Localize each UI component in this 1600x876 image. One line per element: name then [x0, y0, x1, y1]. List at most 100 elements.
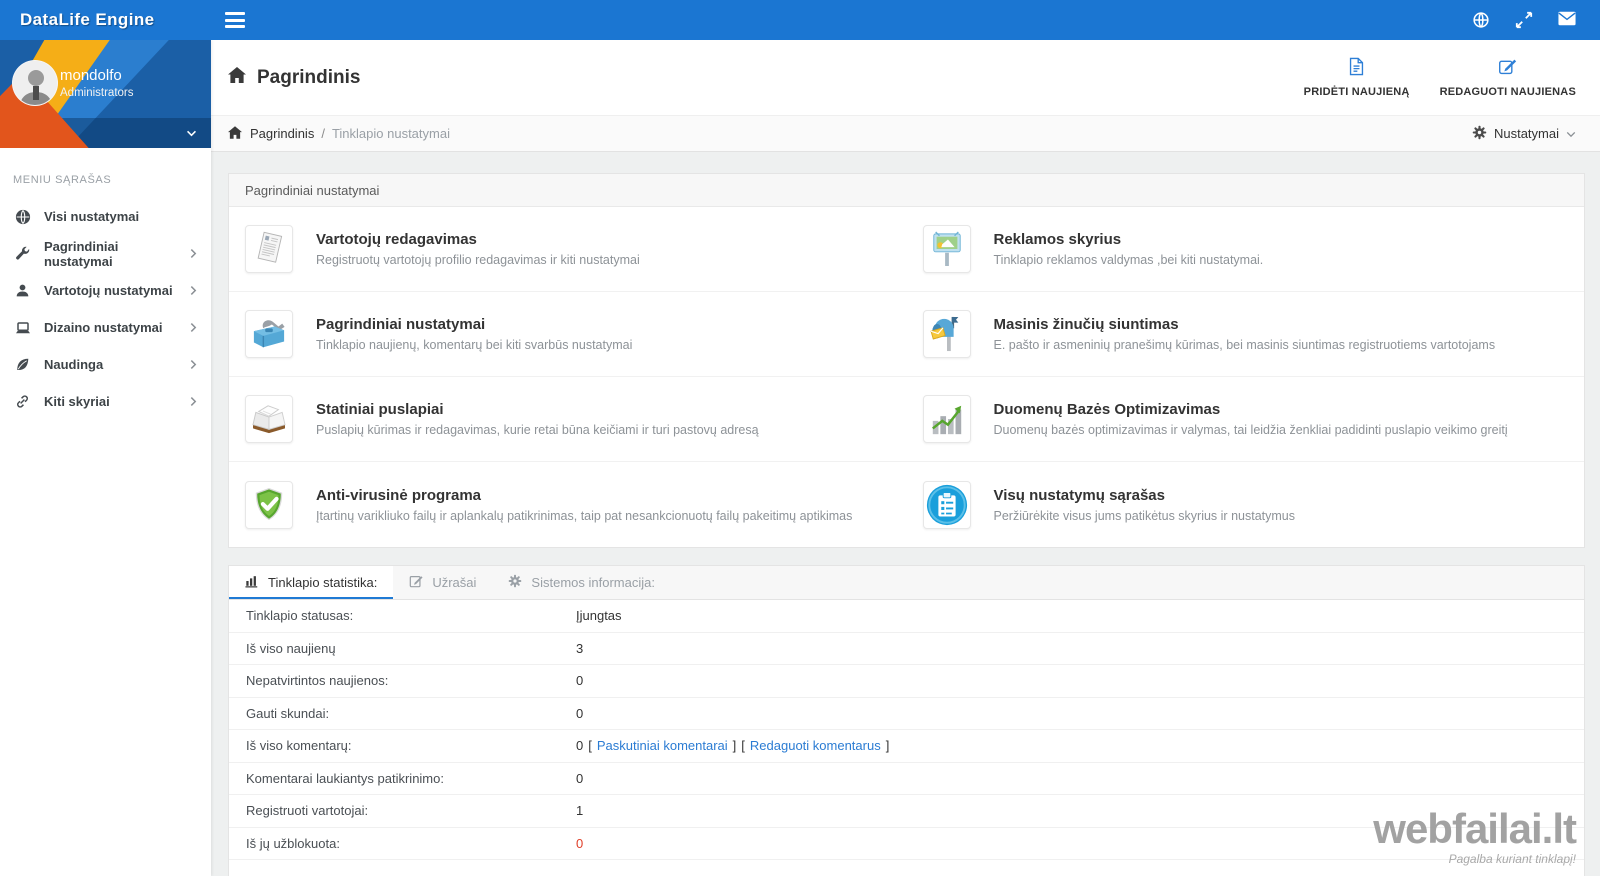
settings-item-visu-nustatymu-sarasas[interactable]: Visų nustatymų sąrašas Peržiūrėkite visu… — [907, 462, 1585, 547]
chevron-right-icon — [190, 396, 197, 407]
settings-item-statiniai-puslapiai[interactable]: Statiniai puslapiai Puslapių kūrimas ir … — [229, 377, 907, 462]
breadcrumb-current: Tinklapio nustatymai — [331, 126, 450, 141]
page-header: Pagrindinis PRIDĖTI NAUJIENĄ REDAGUOTI N… — [211, 40, 1600, 115]
settings-item-duomenu-bazes-optimizavimas[interactable]: Duomenų Bazės Optimizavimas Duomenų bazė… — [906, 377, 1584, 462]
stat-label: Registruoti vartotojai: — [246, 803, 369, 819]
fullscreen-icon[interactable] — [1515, 11, 1533, 29]
settings-dropdown[interactable]: Nustatymai — [1472, 125, 1576, 143]
sidebar-item-pagrindiniai-nustatymai[interactable]: Pagrindiniai nustatymai — [0, 235, 211, 272]
avatar — [12, 60, 58, 106]
settings-item-title: Statiniai puslapiai — [316, 401, 444, 418]
home-icon — [228, 125, 242, 142]
profile-dropdown[interactable]: Profilis — [0, 118, 211, 148]
page-title: Pagrindinis — [228, 66, 360, 89]
app-logo[interactable]: DataLife Engine — [20, 10, 155, 29]
stat-value: 0 — [576, 705, 584, 721]
chart-icon — [922, 395, 971, 443]
settings-item-text: Visų nustatymų sąrašas Peržiūrėkite visu… — [994, 487, 1295, 523]
add-news-label: PRIDĖTI NAUJIENĄ — [1303, 86, 1410, 98]
last-comments-link[interactable]: Paskutiniai komentarai — [596, 738, 728, 754]
settings-item-description: Duomenų bazės optimizavimas ir valymas, … — [993, 423, 1508, 437]
sidebar-item-label: Visi nustatymai — [44, 209, 140, 224]
settings-item-description: Registruotų vartotojų profilio redagavim… — [316, 253, 640, 267]
settings-grid: Vartotojų redagavimas Registruotų vartot… — [229, 207, 1584, 547]
comments-count: 0 — [576, 738, 584, 754]
edit-news-button[interactable]: REDAGUOTI NAUJIENAS — [1440, 57, 1576, 98]
globe-icon[interactable] — [1472, 11, 1490, 29]
sidebar-item-visi-nustatymai[interactable]: Visi nustatymai — [0, 198, 211, 235]
tab-tinklapio-statistika[interactable]: Tinklapio statistika: — [229, 566, 394, 599]
sidebar-item-kiti-skyriai[interactable]: Kiti skyriai — [0, 383, 211, 420]
stat-label: Nepatvirtintos naujienos: — [246, 673, 389, 689]
topbar-actions — [1472, 11, 1600, 29]
sidebar: Profilis mondolfo Administrators MENIU S… — [0, 40, 211, 876]
bracket: [ — [588, 738, 592, 754]
settings-item-vartotoju-redagavimas[interactable]: Vartotojų redagavimas Registruotų vartot… — [229, 207, 907, 292]
stat-row-registered-users: Registruoti vartotojai: 1 — [229, 795, 1584, 828]
profile-username: mondolfo — [60, 67, 122, 84]
settings-item-antivirusine-programa[interactable]: Anti-virusinė programa Įtartinų varikliu… — [229, 462, 907, 547]
link-icon — [14, 393, 31, 410]
tab-label: Užrašai — [432, 575, 477, 590]
settings-item-masinis-zinuciu-siuntimas[interactable]: Masinis žinučių siuntimas E. pašto ir as… — [906, 292, 1584, 377]
breadcrumb-home-link[interactable]: Pagrindinis — [228, 125, 315, 142]
settings-item-title: Pagrindiniai nustatymai — [316, 316, 486, 333]
stat-value: Įjungtas — [576, 608, 622, 624]
stat-label: Tinklapio statusas: — [246, 608, 354, 624]
user-icon — [14, 282, 31, 299]
stat-value: 3 — [576, 640, 584, 656]
header-actions: PRIDĖTI NAUJIENĄ REDAGUOTI NAUJIENAS — [1304, 57, 1576, 98]
settings-item-description: Peržiūrėkite visus jums patikėtus skyriu… — [993, 508, 1295, 523]
tab-label: Tinklapio statistika: — [268, 575, 378, 590]
chevron-right-icon — [190, 248, 197, 259]
sidebar-item-dizaino-nustatymai[interactable]: Dizaino nustatymai — [0, 309, 211, 346]
breadcrumb-home-label: Pagrindinis — [250, 126, 315, 141]
stat-value: 0 — [576, 836, 583, 851]
settings-item-reklamos-skyrius[interactable]: Reklamos skyrius Tinklapio reklamos vald… — [906, 207, 1584, 292]
tab-uzrasai[interactable]: Užrašai — [393, 566, 492, 599]
stat-row-complaints: Gauti skundai: 0 — [229, 698, 1584, 730]
stat-row-blocked-users: Iš jų užblokuota: 0 — [229, 828, 1584, 860]
stat-row-comments-pending: Komentarai laukiantys patikrinimo: 0 — [229, 763, 1584, 795]
breadcrumb-separator: / — [321, 126, 325, 141]
profile-role: Administrators — [60, 87, 134, 99]
bracket: ] — [732, 738, 737, 754]
stat-label: Iš viso naujienų — [246, 640, 336, 656]
stats-tabs: Tinklapio statistika: Užrašai Sistemos i… — [229, 566, 1584, 600]
sidebar-item-vartotoju-nustatymai[interactable]: Vartotojų nustatymai — [0, 272, 211, 309]
leaf-icon — [14, 356, 31, 373]
gear-icon — [1472, 125, 1487, 143]
content-area: Pagrindiniai nustatymai Vartotojų redaga… — [211, 153, 1600, 876]
settings-item-text: Pagrindiniai nustatymai Tinklapio naujie… — [316, 316, 632, 352]
sidebar-item-naudinga[interactable]: Naudinga — [0, 346, 211, 383]
edit-news-label: REDAGUOTI NAUJIENAS — [1439, 86, 1576, 98]
settings-item-title: Vartotojų redagavimas — [316, 231, 477, 248]
checklist-icon — [922, 480, 971, 529]
settings-dropdown-label: Nustatymai — [1493, 126, 1559, 141]
add-news-button[interactable]: PRIDĖTI NAUJIENĄ — [1304, 57, 1410, 98]
toolbox-icon — [245, 310, 293, 358]
breadcrumb: Pagrindinis / Tinklapio nustatymai Nusta… — [211, 115, 1600, 152]
blocked-count: 0 — [576, 835, 584, 851]
sidebar-item-label: Naudinga — [44, 357, 104, 372]
mail-icon[interactable] — [1558, 11, 1576, 29]
settings-item-title: Anti-virusinė programa — [316, 486, 482, 504]
settings-item-pagrindiniai-nustatymai[interactable]: Pagrindiniai nustatymai Tinklapio naujie… — [229, 292, 907, 377]
stat-value: 1 — [576, 803, 584, 819]
statistics-panel: Tinklapio statistika: Užrašai Sistemos i… — [228, 565, 1585, 876]
stat-value: 0 — [576, 770, 584, 786]
tab-sistemos-informacija[interactable]: Sistemos informacija: — [492, 566, 671, 599]
add-news-icon — [1348, 57, 1365, 79]
mailbox-icon — [922, 310, 971, 358]
topbar: DataLife Engine — [0, 0, 1600, 40]
main-area: Pagrindinis PRIDĖTI NAUJIENĄ REDAGUOTI N… — [211, 40, 1600, 876]
wrench-icon — [14, 245, 31, 262]
hamburger-menu-icon[interactable] — [225, 12, 245, 28]
stat-label: Iš viso komentarų: — [246, 738, 352, 754]
home-icon — [228, 66, 246, 89]
edit-comments-link[interactable]: Redaguoti komentarus — [749, 738, 881, 754]
stat-row-status: Tinklapio statusas: Įjungtas — [229, 600, 1584, 633]
notes-icon — [409, 574, 423, 591]
stat-label: Komentarai laukiantys patikrinimo: — [246, 770, 444, 786]
